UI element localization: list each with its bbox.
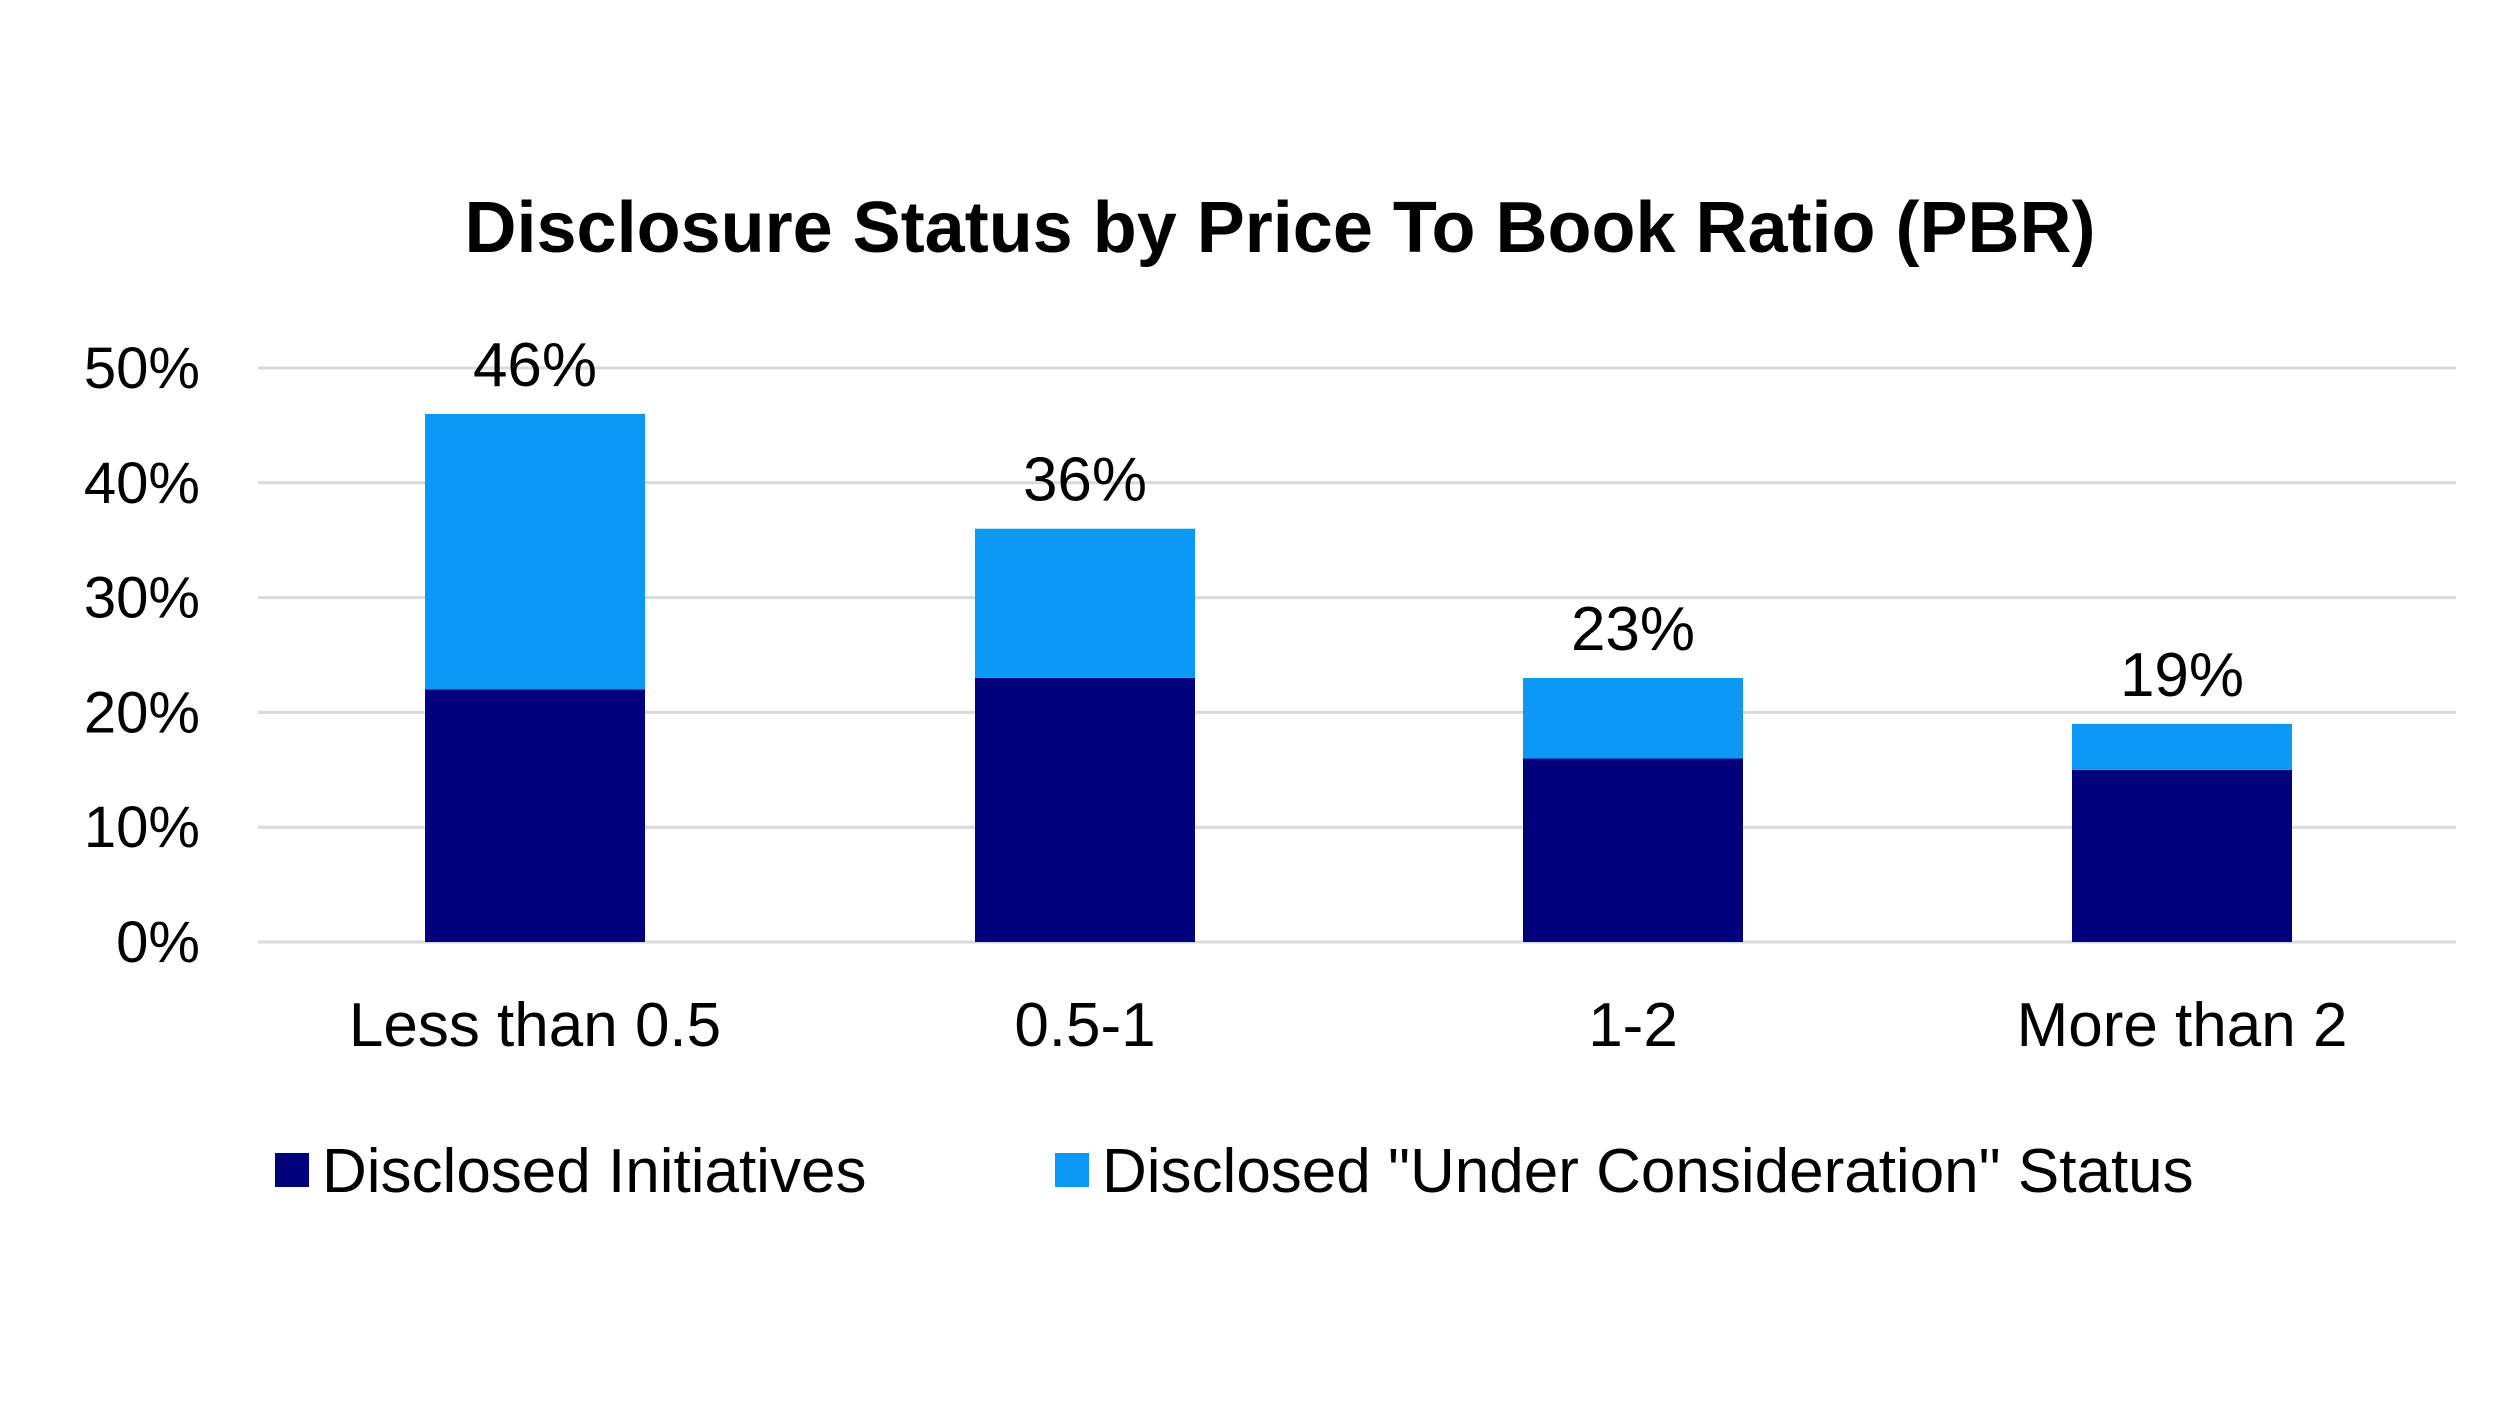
y-tick-label: 40% xyxy=(84,451,200,516)
bars xyxy=(425,413,2292,942)
y-tick-label: 0% xyxy=(116,910,200,975)
legend: Disclosed Initiatives Disclosed "Under Co… xyxy=(275,1137,2194,1206)
x-category-label: Less than 0.5 xyxy=(349,991,721,1060)
total-data-label: 36% xyxy=(1023,446,1147,515)
y-tick-label: 50% xyxy=(84,336,200,401)
bar-disclosed-initiatives xyxy=(1523,758,1743,942)
bar-under-consideration xyxy=(425,413,645,690)
x-category-label: More than 2 xyxy=(2017,991,2348,1060)
y-tick-label: 10% xyxy=(84,795,200,860)
x-axis: Less than 0.5 0.5-1 1-2 More than 2 xyxy=(349,991,2348,1060)
total-data-label: 19% xyxy=(2120,641,2244,710)
legend-label: Disclosed Initiatives xyxy=(322,1137,866,1206)
total-data-label: 23% xyxy=(1571,595,1695,664)
bar-disclosed-initiatives xyxy=(425,689,645,942)
y-axis: 0% 10% 20% 30% 40% 50% xyxy=(84,336,200,975)
data-labels: 46% 36% 23% 19% xyxy=(473,331,2244,710)
chart-title: Disclosure Status by Price To Book Ratio… xyxy=(465,188,2096,268)
x-category-label: 0.5-1 xyxy=(1014,991,1155,1060)
legend-swatch xyxy=(1055,1153,1089,1187)
y-tick-label: 20% xyxy=(84,680,200,745)
total-data-label: 46% xyxy=(473,331,597,400)
bar-disclosed-initiatives xyxy=(2072,769,2292,942)
legend-label: Disclosed "Under Consideration" Status xyxy=(1102,1137,2194,1206)
bar-under-consideration xyxy=(1523,677,1743,759)
y-tick-label: 30% xyxy=(84,566,200,631)
legend-swatch xyxy=(275,1153,309,1187)
bar-under-consideration xyxy=(2072,723,2292,770)
bar-disclosed-initiatives xyxy=(975,677,1195,942)
x-category-label: 1-2 xyxy=(1588,991,1678,1060)
bar-under-consideration xyxy=(975,528,1195,678)
